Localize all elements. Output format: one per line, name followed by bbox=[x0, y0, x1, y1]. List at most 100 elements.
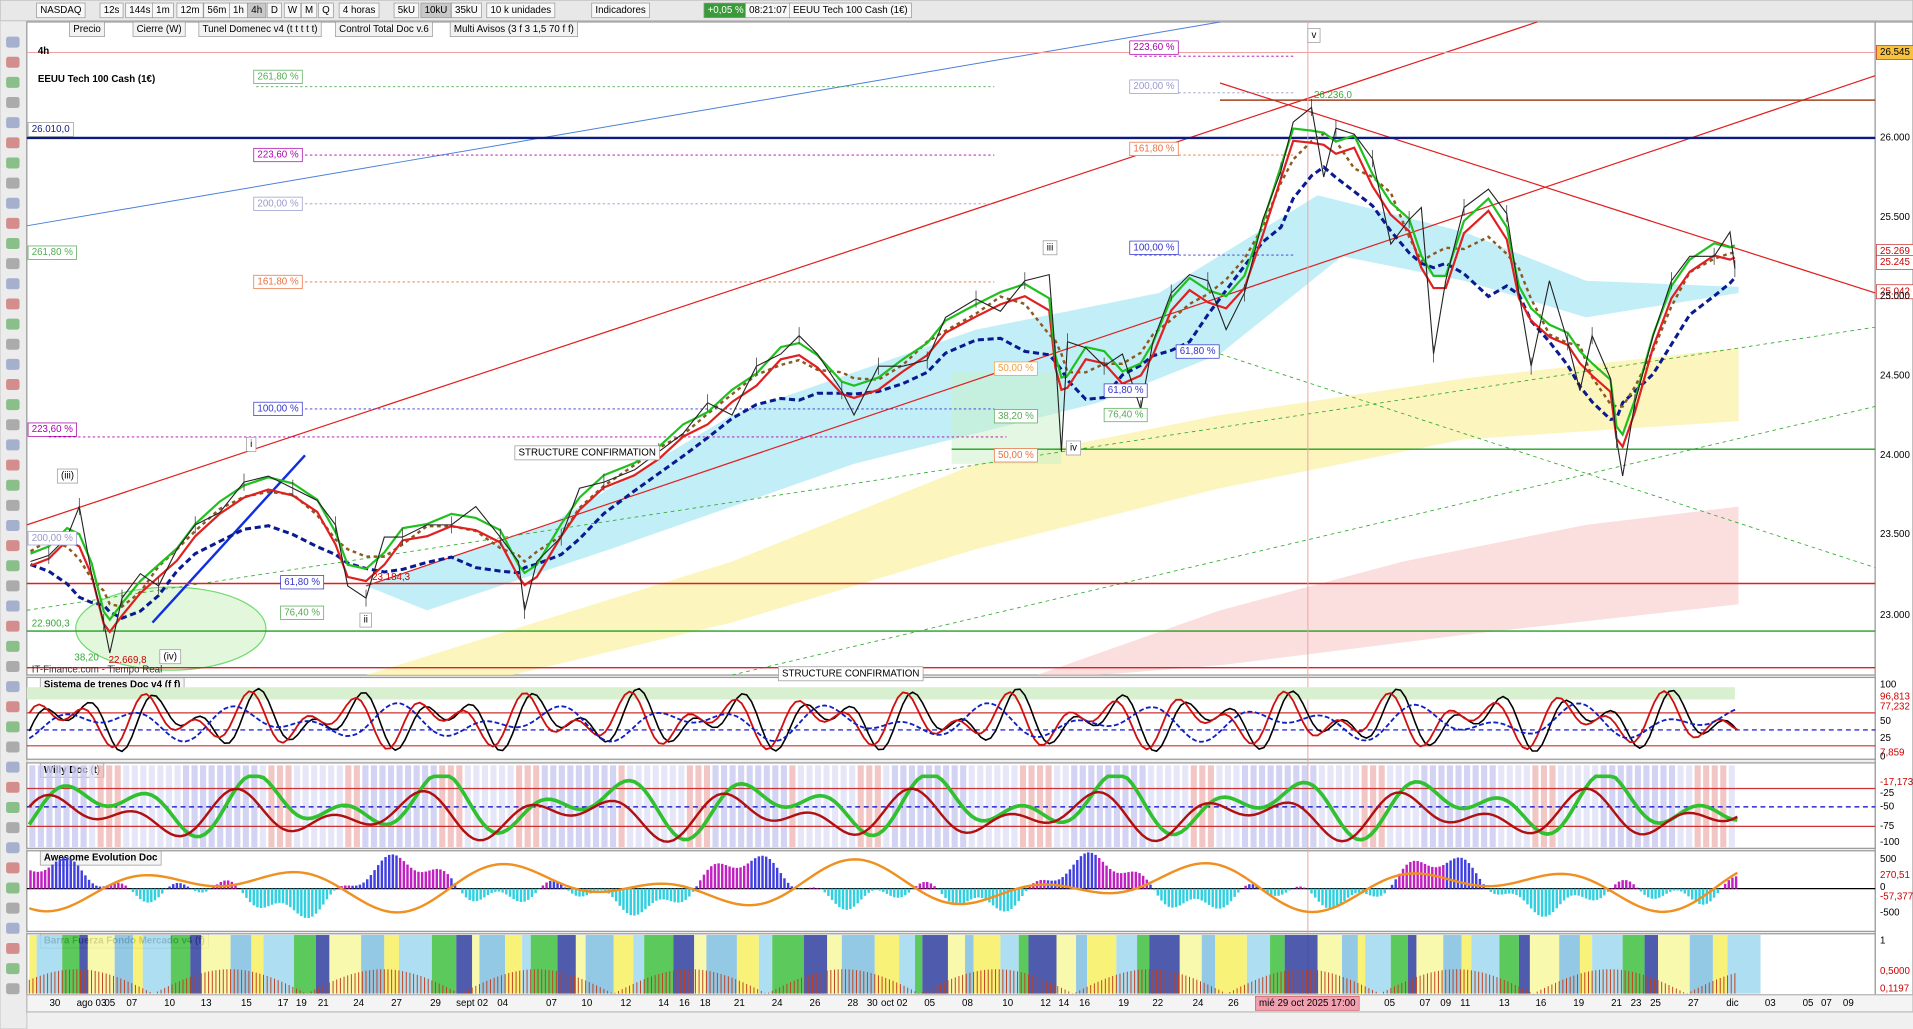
tool-icon[interactable] bbox=[6, 419, 20, 431]
ao-bar bbox=[1171, 888, 1174, 908]
tool-icon[interactable] bbox=[6, 76, 20, 88]
annotation: iv bbox=[1070, 443, 1077, 454]
tool-icon[interactable] bbox=[6, 278, 20, 290]
tool-icon[interactable] bbox=[6, 56, 20, 68]
toolbar-button-box[interactable] bbox=[591, 2, 650, 19]
toolbar-button-box[interactable] bbox=[36, 2, 86, 19]
line bbox=[28, 858, 1738, 914]
ao-bar bbox=[1167, 888, 1171, 907]
ao-bar bbox=[1061, 877, 1064, 889]
tool-icon[interactable] bbox=[6, 902, 20, 914]
tool-icon[interactable] bbox=[6, 660, 20, 672]
willy-bar bbox=[1370, 765, 1377, 848]
ao-bar bbox=[933, 886, 936, 889]
indicator-tag-box[interactable] bbox=[132, 21, 186, 37]
annotation: 23.184,3 bbox=[372, 572, 410, 583]
tool-icon[interactable] bbox=[6, 681, 20, 693]
tool-icon[interactable] bbox=[6, 358, 20, 370]
tool-icon[interactable] bbox=[6, 479, 20, 491]
ao-bar bbox=[1475, 873, 1478, 889]
tool-icon[interactable] bbox=[6, 97, 20, 109]
tool-icon[interactable] bbox=[6, 882, 20, 894]
ao-bar bbox=[695, 886, 698, 889]
willy-bar bbox=[1353, 765, 1360, 848]
tool-icon[interactable] bbox=[6, 942, 20, 954]
tool-icon[interactable] bbox=[6, 983, 20, 995]
tool-icon[interactable] bbox=[6, 36, 20, 48]
tool-icon[interactable] bbox=[6, 781, 20, 793]
tool-icon[interactable] bbox=[6, 379, 20, 390]
tool-icon[interactable] bbox=[6, 117, 20, 129]
toolbar-button-box[interactable] bbox=[247, 2, 267, 19]
ao-bar bbox=[673, 888, 676, 903]
ao-bar bbox=[1496, 888, 1500, 895]
toolbar-button-box[interactable] bbox=[788, 2, 912, 19]
tool-icon[interactable] bbox=[6, 519, 20, 531]
tool-icon[interactable] bbox=[6, 701, 20, 713]
tool-icon[interactable] bbox=[6, 338, 20, 350]
toolbar-button-box[interactable] bbox=[338, 2, 380, 19]
fib-label: 200,00 % bbox=[1133, 81, 1175, 92]
ao-bar bbox=[1379, 888, 1383, 896]
ao-bar bbox=[175, 882, 179, 889]
tool-icon[interactable] bbox=[6, 157, 20, 169]
toolbar-button-box[interactable] bbox=[300, 2, 318, 19]
ao-bar bbox=[1335, 888, 1339, 907]
tool-icon[interactable] bbox=[6, 258, 20, 270]
tool-icon[interactable] bbox=[6, 620, 20, 632]
tool-icon[interactable] bbox=[6, 137, 20, 149]
toolbar-button-box[interactable] bbox=[266, 2, 282, 19]
tool-icon[interactable] bbox=[6, 318, 20, 330]
ao-bar bbox=[1354, 888, 1357, 894]
fib-label-box bbox=[1103, 407, 1148, 423]
toolbar-button-box[interactable] bbox=[420, 2, 452, 19]
ao-bar bbox=[1460, 857, 1463, 889]
indicator-tag-box[interactable] bbox=[335, 21, 433, 37]
ao-bar bbox=[761, 855, 764, 889]
tool-icon[interactable] bbox=[6, 238, 20, 250]
tool-icon[interactable] bbox=[6, 600, 20, 612]
indicator-tag-box[interactable] bbox=[449, 21, 578, 37]
toolbar-button-box[interactable] bbox=[451, 2, 482, 19]
tool-icon[interactable] bbox=[6, 922, 20, 934]
tool-icon[interactable] bbox=[6, 459, 20, 471]
tool-icon[interactable] bbox=[6, 741, 20, 753]
tool-icon[interactable] bbox=[6, 298, 20, 310]
indicator-tag-box[interactable] bbox=[69, 21, 105, 37]
tool-icon[interactable] bbox=[6, 399, 20, 411]
tool-icon[interactable] bbox=[6, 963, 20, 975]
toolbar-button-box[interactable] bbox=[393, 2, 420, 19]
toolbar-button-box[interactable] bbox=[99, 2, 124, 19]
fib-label-box bbox=[280, 575, 325, 590]
ao-bar bbox=[131, 888, 135, 893]
tool-icon[interactable] bbox=[6, 721, 20, 733]
tool-icon[interactable] bbox=[6, 217, 20, 229]
ao-bar bbox=[1592, 888, 1595, 901]
ao-bar bbox=[161, 888, 164, 894]
toolbar-button-box[interactable] bbox=[283, 2, 302, 19]
tool-icon[interactable] bbox=[6, 439, 20, 451]
toolbar-button-box[interactable] bbox=[152, 2, 174, 19]
willy-bar bbox=[473, 765, 480, 848]
tool-icon[interactable] bbox=[6, 862, 20, 874]
tool-icon[interactable] bbox=[6, 197, 20, 209]
date-label: 18 bbox=[700, 998, 711, 1009]
willy-bar bbox=[131, 765, 138, 848]
tool-icon[interactable] bbox=[6, 640, 20, 652]
willy-bar bbox=[1575, 765, 1582, 848]
tool-icon[interactable] bbox=[6, 499, 20, 511]
tool-icon[interactable] bbox=[6, 580, 20, 592]
willy-bar bbox=[814, 765, 822, 848]
tool-icon[interactable] bbox=[6, 761, 20, 773]
tool-icon[interactable] bbox=[6, 822, 20, 834]
ao-bar bbox=[1412, 860, 1416, 889]
toolbar-button-box[interactable] bbox=[486, 2, 556, 19]
tool-icon[interactable] bbox=[6, 540, 20, 552]
tool-icon[interactable] bbox=[6, 842, 20, 854]
indicator-tag-box[interactable] bbox=[198, 21, 322, 37]
tool-icon[interactable] bbox=[6, 801, 20, 813]
tool-icon[interactable] bbox=[6, 560, 20, 572]
toolbar-button-box[interactable] bbox=[176, 2, 204, 19]
toolbar-button-box[interactable] bbox=[318, 2, 334, 19]
tool-icon[interactable] bbox=[6, 177, 20, 189]
